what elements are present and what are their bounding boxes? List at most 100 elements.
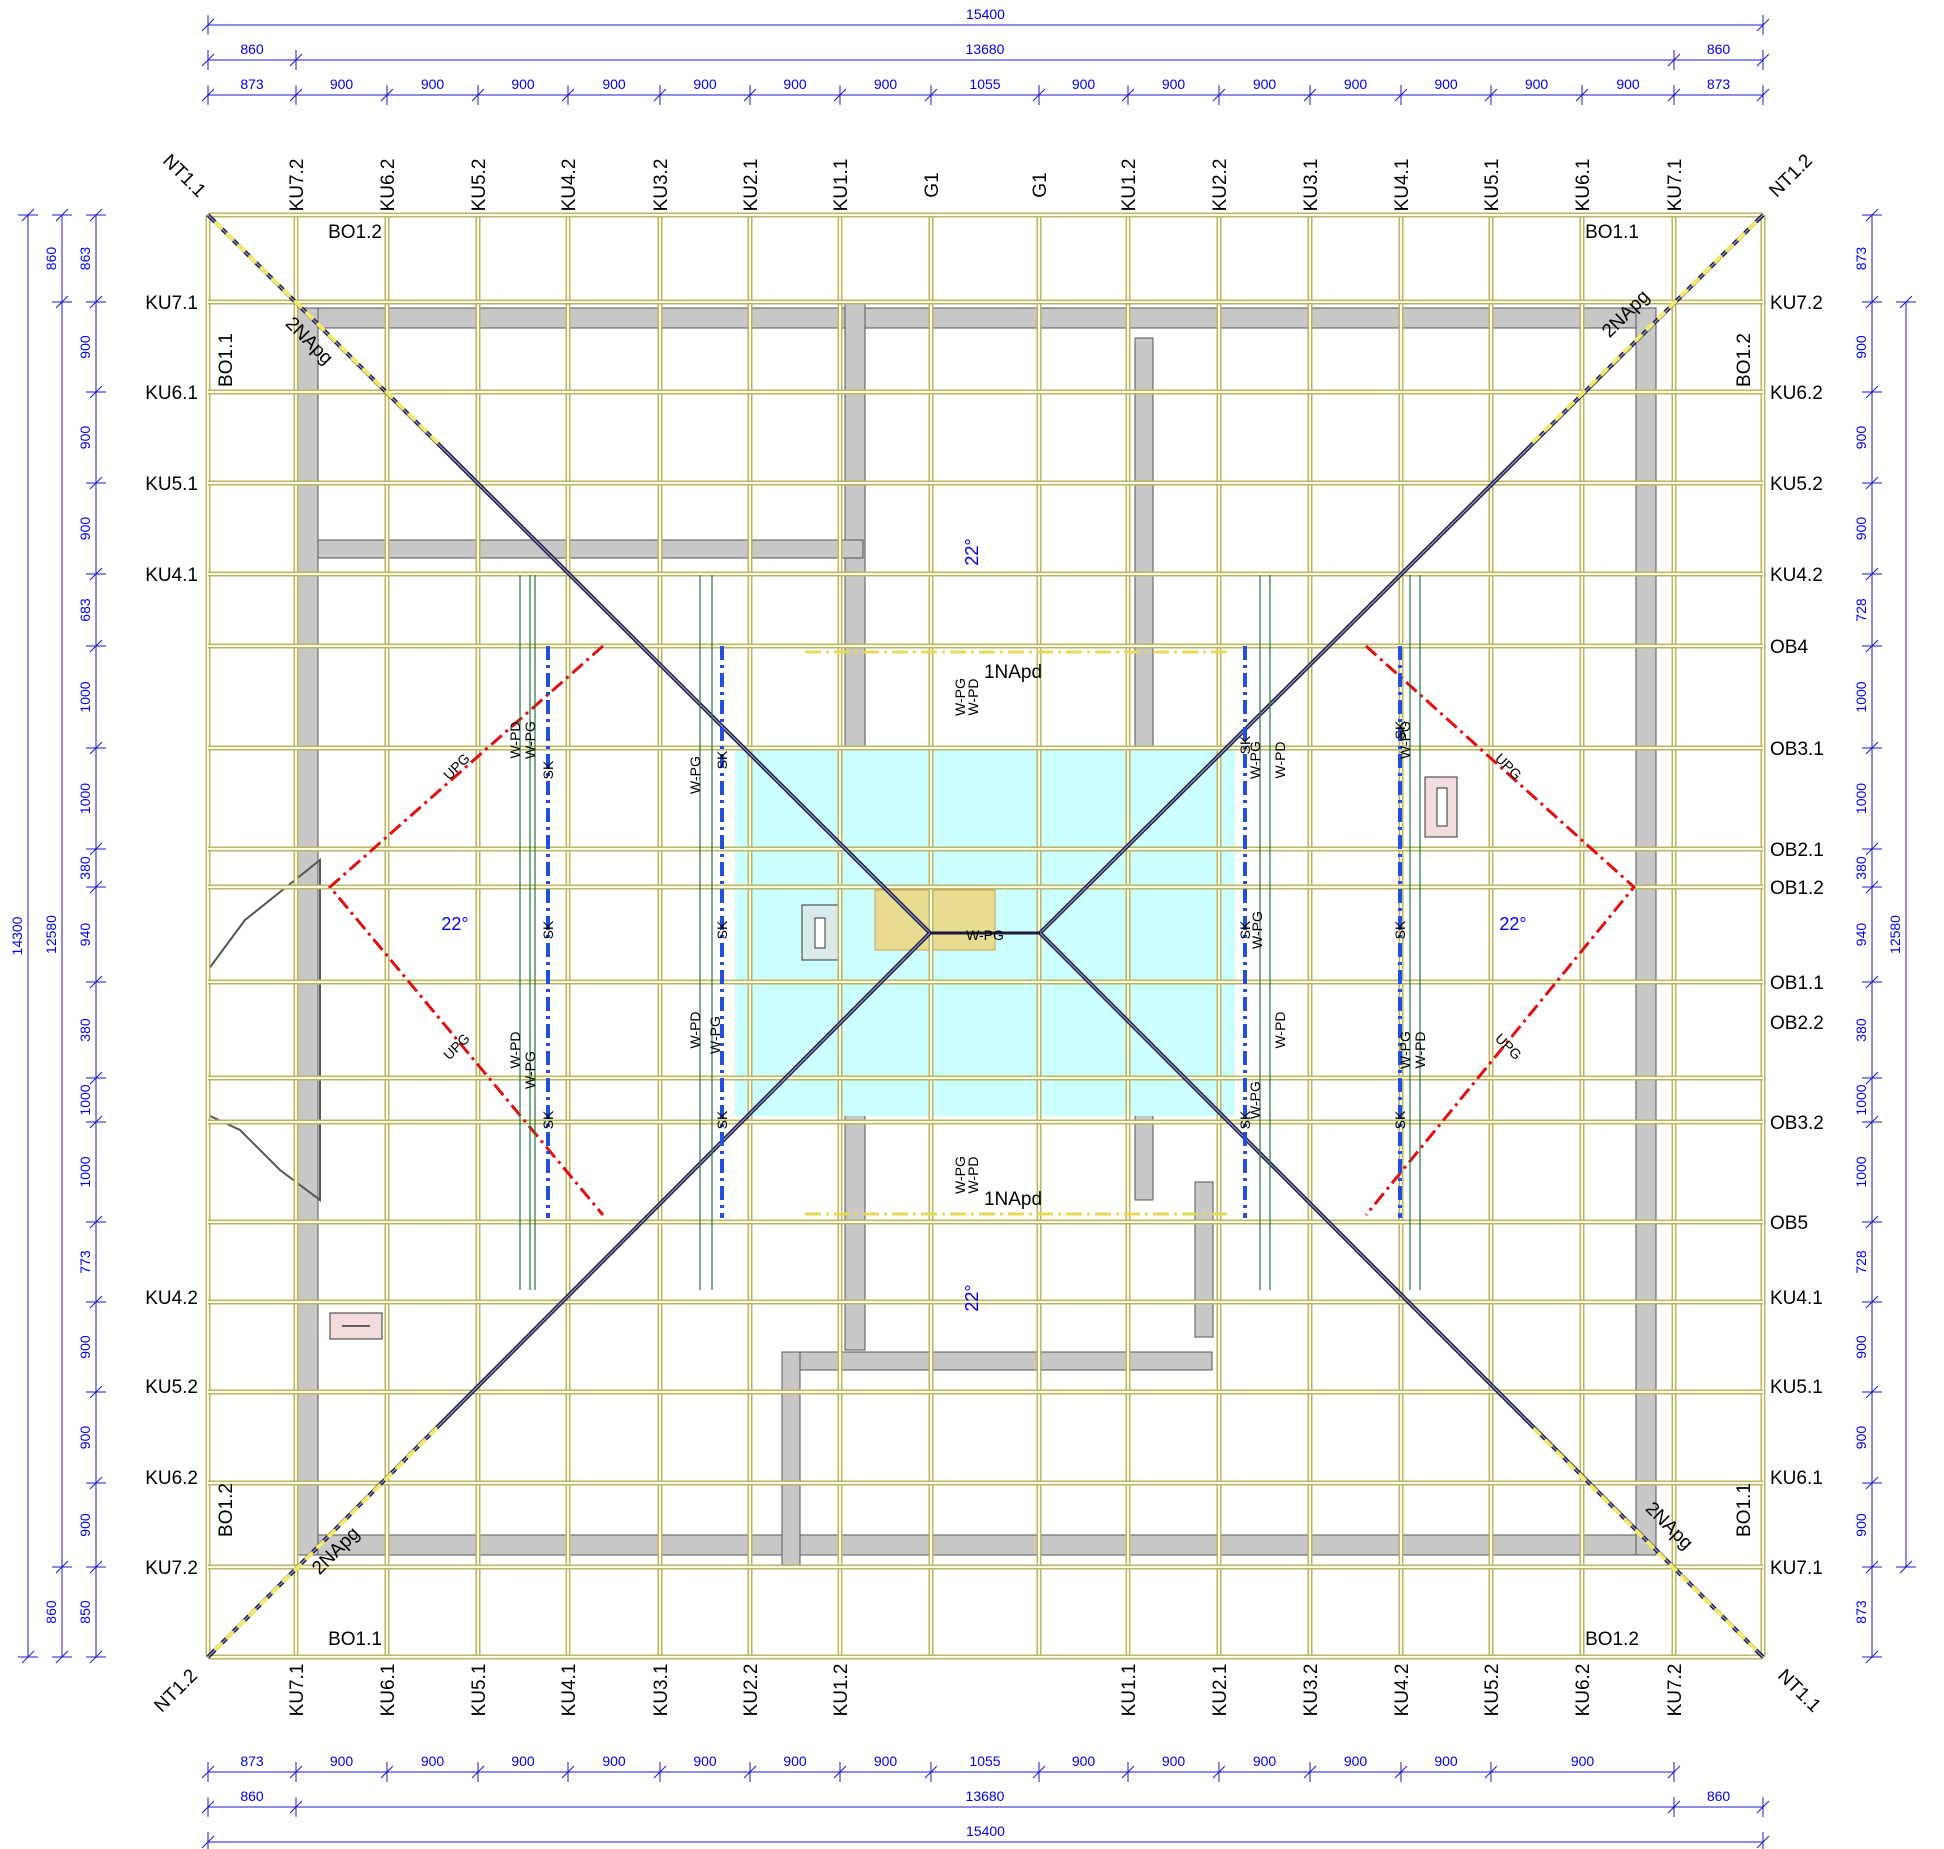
top-cells-tick [1032, 88, 1046, 102]
wpd-tag: W-PD [965, 678, 981, 715]
right-cells-tick [1865, 741, 1879, 755]
top-cells-tick [380, 88, 394, 102]
wall-plate-left [297, 307, 319, 1556]
rafter-label-right: OB5 [1770, 1213, 1808, 1234]
rafter-label-right: KU4.2 [1770, 565, 1823, 586]
rafter-label-top: KU3.2 [651, 159, 672, 212]
wpg-tag: W-PG [952, 678, 968, 716]
bottom-cells-tick [1394, 1765, 1408, 1779]
left-cells-tick [89, 567, 103, 581]
bottom-cells-tick [561, 1765, 575, 1779]
left-cells-tick [89, 842, 103, 856]
vent-inner [1436, 787, 1448, 827]
left-cells-tick [89, 1295, 103, 1309]
right-cells-value: 940 [1853, 923, 1869, 947]
right-cells-tick [1865, 639, 1879, 653]
right-cells-value: 900 [1853, 1513, 1869, 1537]
top-total-tick [201, 18, 215, 32]
rafter-label-bottom: KU7.2 [1665, 1664, 1686, 1717]
rafter-label-bottom: KU5.2 [1482, 1664, 1503, 1717]
left-cells-tick [89, 1215, 103, 1229]
right-cells-value: 1000 [1853, 783, 1869, 814]
bottom-mid-tick [1756, 1800, 1770, 1814]
left-mid-value: 12580 [43, 915, 59, 954]
top-cells-tick [201, 88, 215, 102]
bottom-cells-tick [289, 1765, 303, 1779]
wpg-tag: W-PG [1397, 1031, 1413, 1069]
left-total-value: 14300 [9, 916, 25, 955]
rafter-label-top: KU1.2 [1119, 159, 1140, 212]
upg-tag: UPG [440, 1030, 473, 1063]
hip-beam [1528, 1423, 1758, 1652]
hip-beam [1528, 220, 1758, 447]
dimension-chains: 15400 860 13680 860 873 900 900 900 900 900 900 900… [9, 6, 1916, 1849]
sk-tag: SK [540, 760, 556, 779]
right-mid-tick [1899, 295, 1913, 309]
right-mid-tick [1899, 1560, 1913, 1574]
bottom-cells-tick [924, 1765, 938, 1779]
right-cells-tick [1865, 385, 1879, 399]
bottom-cells-value: 900 [1072, 1753, 1096, 1769]
rafter-label-bottom: KU2.2 [741, 1664, 762, 1717]
left-cells-tick [89, 880, 103, 894]
bottom-total-value: 15400 [966, 1823, 1005, 1839]
interior-wall-e [781, 1351, 801, 1568]
bo-label: BO1.1 [1734, 1483, 1755, 1537]
bottom-cells-tick [380, 1765, 394, 1779]
left-cells-value: 900 [77, 1426, 93, 1450]
top-cells-value: 900 [1344, 76, 1368, 92]
rafter-label-right: OB3.2 [1770, 1113, 1824, 1134]
bottom-cells-tick [1121, 1765, 1135, 1779]
right-cells-value: 380 [1853, 856, 1869, 880]
top-cells-value: 900 [1253, 76, 1277, 92]
bottom-cells-value: 873 [240, 1753, 264, 1769]
bo-label: BO1.1 [328, 1629, 382, 1650]
bo-label: BO1.2 [328, 222, 382, 243]
sk-tag: SK [540, 1110, 556, 1129]
rafter-label-left: KU4.2 [145, 1288, 198, 1309]
left-cells-tick [89, 1560, 103, 1574]
right-cells-tick [1865, 208, 1879, 222]
top-mid-value: 860 [1707, 41, 1731, 57]
sk-tag: SK [714, 920, 730, 939]
bottom-cells-tick [471, 1765, 485, 1779]
rafter-label-right: OB1.2 [1770, 878, 1824, 899]
rafter-label-top: KU6.2 [378, 159, 399, 212]
right-cells-tick [1865, 880, 1879, 894]
bottom-cells-value: 900 [1571, 1753, 1595, 1769]
rafter-label-left: KU5.1 [145, 474, 198, 495]
rafter-label-top: KU3.1 [1301, 159, 1322, 212]
left-cells-tick [89, 741, 103, 755]
pitch-label: 22° [962, 1284, 982, 1311]
right-cells-value: 1000 [1853, 681, 1869, 712]
bottom-cells-tick [201, 1765, 215, 1779]
top-cells-tick [1575, 88, 1589, 102]
top-mid-value: 13680 [966, 41, 1005, 57]
bottom-cells-value: 1055 [969, 1753, 1000, 1769]
rafter-label-right: KU7.1 [1770, 1558, 1823, 1579]
bottom-cells-tick [1212, 1765, 1226, 1779]
rafter-label-top: KU1.1 [831, 159, 852, 212]
top-mid-tick [1667, 53, 1681, 67]
left-cells-tick [89, 476, 103, 490]
bottom-mid-tick [201, 1800, 215, 1814]
sk-tag: SK [1392, 720, 1408, 739]
bottom-total-tick [201, 1835, 215, 1849]
hip-core [1039, 214, 1764, 934]
bottom-cells-tick [1303, 1765, 1317, 1779]
rafter-label-top: KU6.1 [1573, 159, 1594, 212]
top-cells-value: 900 [783, 76, 807, 92]
left-total-tick [21, 1650, 35, 1664]
right-cells-tick [1865, 1115, 1879, 1129]
bottom-cells-value: 900 [602, 1753, 626, 1769]
top-cells-tick [289, 88, 303, 102]
wpg-tag: W-PG [1249, 911, 1265, 949]
interior-wall-c [1194, 1181, 1214, 1338]
bottom-mid-value: 13680 [966, 1788, 1005, 1804]
rafter-label-right: OB1.1 [1770, 973, 1824, 994]
bottom-cells-value: 900 [1434, 1753, 1458, 1769]
bo-label: BO1.1 [1585, 222, 1639, 243]
wall-plate-top [297, 307, 1657, 329]
rafter-label-top: G1 [1030, 172, 1051, 197]
top-cells-value: 900 [330, 76, 354, 92]
